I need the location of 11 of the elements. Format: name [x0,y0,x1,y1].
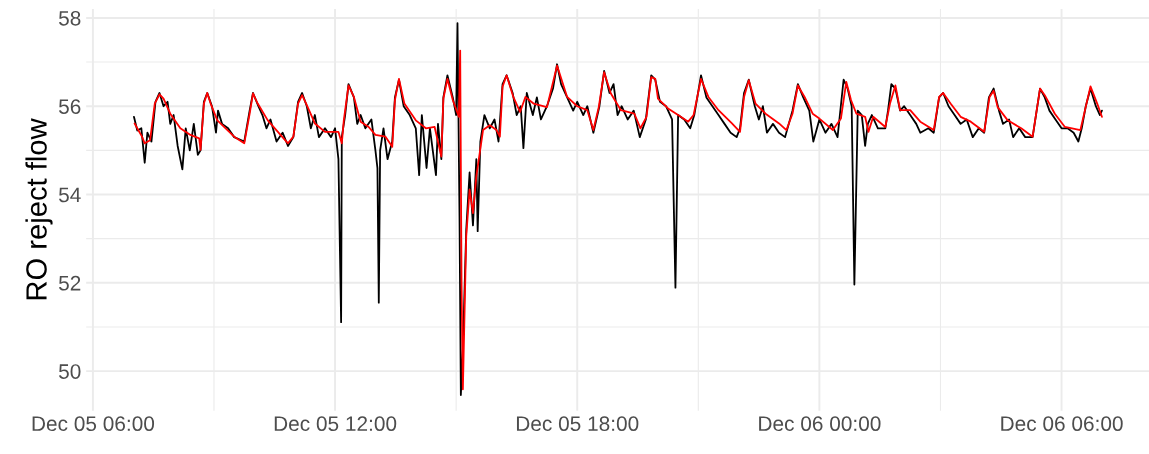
y-tick-label: 50 [58,364,81,379]
y-tick-label: 58 [58,10,81,26]
x-tick-label: Dec 05 12:00 [274,416,397,432]
x-tick-label: Dec 05 06:00 [32,416,155,432]
y-tick-label: 56 [58,99,81,114]
x-tick-label: Dec 06 00:00 [759,416,881,432]
y-tick-label: 52 [58,275,81,291]
x-tick-label: Dec 06 06:00 [1001,416,1123,432]
y-tick-label: 54 [58,187,81,203]
x-tick-label: Dec 05 18:00 [516,416,639,432]
y-axis-title: RO reject flow [25,118,53,300]
